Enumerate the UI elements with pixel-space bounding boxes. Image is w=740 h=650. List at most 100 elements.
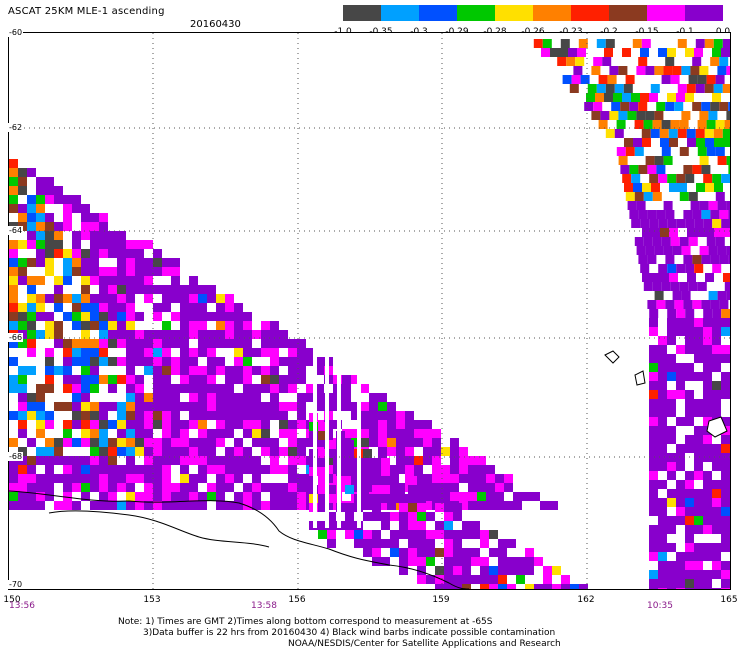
swath-cell: [9, 276, 18, 285]
swath-cell: [63, 429, 72, 438]
swath-cell: [705, 273, 714, 282]
swath-cell: [243, 429, 252, 438]
swath-cell: [126, 438, 135, 447]
swath-cell: [721, 444, 730, 453]
swath-cell: [685, 570, 694, 579]
swath-cell: [525, 584, 534, 589]
swath-cell: [117, 483, 126, 492]
swath-cell: [667, 525, 676, 534]
swath-cell: [486, 483, 495, 492]
swath-cell: [162, 393, 171, 402]
swath-cell: [207, 375, 216, 384]
swath-cell: [642, 228, 651, 237]
lat-label: -68: [8, 452, 24, 461]
swath-cell: [678, 183, 687, 192]
swath-cell: [534, 557, 543, 566]
swath-cell: [638, 57, 648, 66]
swath-cell: [108, 303, 117, 312]
swath-cell: [705, 138, 714, 147]
swath-cell: [676, 372, 685, 381]
swath-cell: [640, 93, 649, 102]
swath-cell: [18, 429, 27, 438]
swath-cell: [63, 501, 72, 510]
swath-cell: [126, 339, 135, 348]
swath-cell: [9, 411, 18, 420]
swath-cell: [234, 375, 243, 384]
swath-cell: [654, 111, 664, 120]
swath-cell: [557, 57, 567, 66]
swath-cell: [144, 285, 153, 294]
swath-cell: [198, 402, 207, 411]
swath-cell: [649, 381, 658, 390]
swath-cell: [252, 384, 261, 393]
swath-cell: [658, 417, 667, 426]
swath-cell: [108, 249, 117, 258]
swath-cell: [656, 300, 666, 309]
swath-cell: [243, 465, 252, 474]
swath-cell: [63, 222, 72, 231]
swath-cell: [453, 584, 462, 589]
swath-cell: [723, 228, 730, 237]
swath-cell: [665, 300, 675, 309]
swath-cell: [18, 267, 27, 276]
swath-cell: [297, 492, 306, 501]
swath-cell: [516, 557, 525, 566]
swath-cell: [198, 465, 207, 474]
swath-cell: [721, 516, 730, 525]
swath-cell: [694, 498, 703, 507]
swath-cell: [694, 543, 703, 552]
swath-cell: [432, 429, 441, 438]
swath-cell: [721, 354, 730, 363]
swath-cell: [561, 584, 570, 589]
swath-cell: [306, 393, 315, 402]
swath-cell: [649, 579, 658, 588]
swath-cell: [408, 539, 417, 548]
swath-cell: [417, 512, 426, 521]
swath-cell: [261, 483, 270, 492]
swath-cell: [81, 429, 90, 438]
swath-cell: [550, 48, 559, 57]
swath-cell: [525, 557, 534, 566]
swath-cell: [126, 483, 135, 492]
swath-cell: [694, 345, 703, 354]
swath-cell: [676, 345, 685, 354]
swath-cell: [593, 57, 603, 66]
swath-cell: [372, 548, 381, 557]
swath-cell: [189, 294, 198, 303]
swath-cell: [645, 156, 655, 165]
swath-cell: [408, 557, 417, 566]
swath-cell: [701, 165, 711, 174]
swath-cell: [459, 501, 468, 510]
swath-cell: [633, 183, 642, 192]
swath-cell: [108, 456, 117, 465]
colorbar-segment: [609, 5, 647, 21]
swath-cell: [649, 498, 658, 507]
footer-credit: NOAA/NESDIS/Center for Satellite Applica…: [288, 639, 561, 649]
swath-cell: [713, 84, 723, 93]
swath-cell: [72, 393, 81, 402]
swath-cell: [36, 195, 45, 204]
swath-cell: [694, 525, 703, 534]
swath-cell: [126, 411, 135, 420]
swath-cell: [135, 267, 144, 276]
swath-cell: [423, 474, 432, 483]
swath-cell: [261, 402, 270, 411]
swath-cell: [721, 219, 730, 228]
swath-cell: [252, 402, 261, 411]
swath-cell: [36, 231, 45, 240]
swath-cell: [189, 447, 198, 456]
swath-cell: [507, 557, 516, 566]
swath-cell: [363, 467, 372, 476]
swath-cell: [468, 501, 477, 510]
swath-cell: [694, 552, 703, 561]
swath-cell: [270, 375, 279, 384]
swath-cell: [345, 467, 354, 476]
swath-cell: [297, 438, 306, 447]
swath-cell: [90, 357, 99, 366]
swath-cell: [381, 521, 390, 530]
swath-cell: [81, 474, 90, 483]
swath-cell: [270, 402, 279, 411]
swath-cell: [81, 357, 90, 366]
swath-cell: [297, 456, 306, 465]
swath-cell: [444, 512, 453, 521]
